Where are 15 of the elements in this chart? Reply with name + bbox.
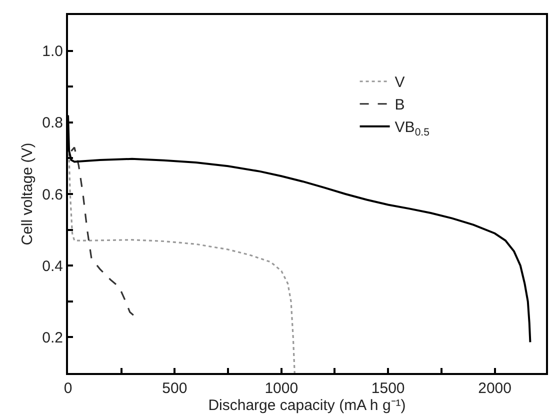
x-tick-label: 500	[162, 380, 188, 397]
y-tick-label: 0.4	[42, 258, 63, 275]
y-axis-title: Cell voltage (V)	[18, 142, 36, 246]
x-tick-label: 0	[64, 380, 72, 397]
x-axis-title: Discharge capacity (mA h g⁻¹)	[208, 397, 406, 414]
legend-label: VB$_{0.5}$	[394, 119, 430, 138]
y-tick-label: 1.0	[42, 43, 63, 60]
x-tick-label: 1000	[264, 380, 298, 397]
y-tick-label: 0.2	[42, 329, 63, 346]
y-tick-label: 0.6	[42, 186, 63, 204]
x-tick-label: 2000	[478, 380, 512, 397]
y-tick-label: 0.8	[42, 114, 63, 132]
legend-label: V	[394, 74, 405, 92]
legend-label: B	[394, 96, 405, 114]
x-tick-label: 1500	[371, 380, 405, 397]
